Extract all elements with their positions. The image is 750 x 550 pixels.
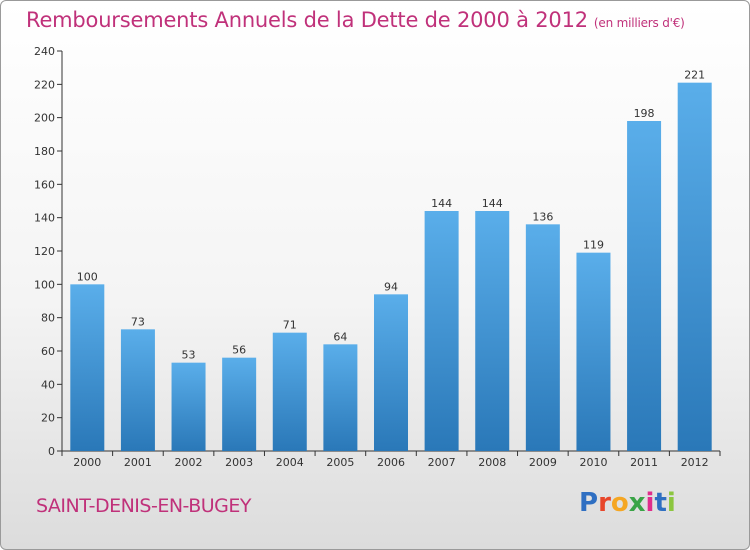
y-tick-label: 220: [34, 78, 55, 91]
bar-value-label: 94: [384, 280, 398, 293]
y-tick-label: 0: [48, 445, 55, 458]
chart-title: Remboursements Annuels de la Dette de 20…: [26, 8, 685, 32]
x-tick-label: 2007: [428, 456, 456, 469]
y-tick-label: 180: [34, 145, 55, 158]
axis-layer: 0 20 40 60 80 100 120 140 160 180 200 220 240 2000 200…: [34, 45, 721, 469]
bar: [525, 224, 560, 451]
y-tick-label: 60: [41, 345, 55, 358]
x-tick-label: 2008: [478, 456, 506, 469]
bar: [424, 211, 459, 451]
bar-value-label: 144: [482, 197, 503, 210]
bar-value-label: 100: [77, 270, 98, 283]
bar-value-label: 56: [232, 344, 246, 357]
bar: [374, 294, 408, 451]
x-tick-label: 2003: [225, 456, 253, 469]
x-tick-label: 2012: [681, 456, 709, 469]
bar: [120, 329, 155, 451]
logo-letter: r: [598, 488, 611, 518]
bar-value-label: 144: [431, 197, 452, 210]
bar-value-label: 73: [131, 315, 145, 328]
bar: [627, 121, 662, 451]
x-tick-label: 2005: [326, 456, 354, 469]
bar: [171, 362, 206, 451]
bar: [323, 344, 358, 451]
commune-name: SAINT-DENIS-EN-BUGEY: [36, 495, 252, 517]
x-tick-label: 2011: [630, 456, 658, 469]
bar-value-label: 71: [283, 319, 297, 332]
logo-letter: x: [628, 488, 646, 518]
bar-value-label: 136: [532, 210, 553, 223]
x-tick-label: 2004: [276, 456, 304, 469]
y-tick-label: 160: [34, 178, 55, 191]
x-tick-label: 2009: [529, 456, 557, 469]
x-tick-label: 2001: [124, 456, 152, 469]
y-tick-label: 100: [34, 278, 55, 291]
logo-letter: i: [645, 488, 655, 518]
logo-letter: t: [654, 488, 667, 518]
bar: [475, 211, 510, 451]
y-tick-label: 120: [34, 245, 55, 258]
bar: [677, 82, 712, 452]
bar-value-label: 221: [684, 69, 705, 82]
bar-value-label: 53: [182, 349, 196, 362]
bar-layer: 100 73 53 56 71 64 94 144 144 136 119 198 221: [70, 69, 712, 452]
x-tick-label: 2006: [377, 456, 405, 469]
y-tick-label: 200: [34, 112, 55, 125]
bar: [576, 252, 611, 451]
bar: [222, 357, 257, 451]
x-tick-label: 2000: [73, 456, 101, 469]
logo-letter: i: [666, 488, 676, 518]
chart-unit: (en milliers d'€): [593, 16, 685, 30]
x-tick-label: 2002: [175, 456, 203, 469]
bar-value-label: 64: [333, 330, 347, 343]
y-tick-label: 80: [41, 312, 55, 325]
y-tick-label: 40: [41, 378, 55, 391]
bar: [70, 284, 105, 451]
chart-title-text: Remboursements Annuels de la Dette de 20…: [26, 8, 588, 32]
x-tick-label: 2010: [579, 456, 607, 469]
bar-value-label: 119: [583, 239, 604, 252]
y-tick-label: 20: [41, 412, 55, 425]
proxiti-logo: Proxiti: [579, 488, 676, 518]
y-tick-label: 240: [34, 45, 55, 58]
logo-letter: P: [579, 488, 599, 518]
bar-value-label: 198: [634, 107, 655, 120]
y-tick-label: 140: [34, 212, 55, 225]
logo-letter: o: [610, 488, 629, 518]
bar: [272, 332, 307, 451]
